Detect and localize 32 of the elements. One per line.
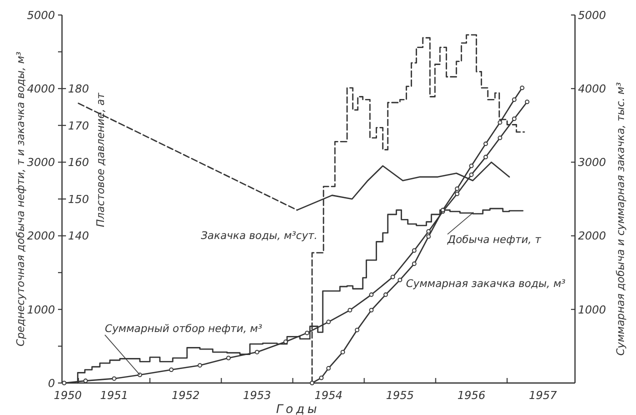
x-tick-label: 1957 xyxy=(528,389,557,402)
y-tick-label: 3000 xyxy=(27,156,55,170)
y-axis-title: Среднесуточная добыча нефти, т и закачка воды, м³ xyxy=(15,52,27,346)
x-tick-label: 1951 xyxy=(100,389,128,402)
y3-tick-label: 160 xyxy=(68,156,89,170)
x-tick-label: 1956 xyxy=(457,389,486,402)
y-tick-label: 1000 xyxy=(27,303,55,316)
x-tick-label: 1953 xyxy=(243,389,272,402)
annotation: Суммарная закачка воды, м³ xyxy=(406,278,566,290)
y2-tick-label: 2000 xyxy=(578,230,606,243)
annotation: Добыча нефти, т xyxy=(446,234,542,246)
y2-tick-label: 4000 xyxy=(578,82,606,96)
y2-axis-title: Суммарная добыча и суммарная закачка, тыс. м³ xyxy=(615,82,627,356)
y-tick-label: 5000 xyxy=(27,8,55,22)
y-tick-label: 4000 xyxy=(27,82,55,96)
x-tick-label: 1950 xyxy=(54,389,82,402)
x-tick-label: 1954 xyxy=(314,389,343,402)
x-tick-label: 1952 xyxy=(172,389,200,402)
y-tick-label: 2000 xyxy=(27,230,55,243)
y-tick-label: 0 xyxy=(48,376,55,390)
y3-tick-label: 180 xyxy=(68,82,89,96)
y2-tick-label: 1000 xyxy=(578,303,606,316)
annotation: Закачка воды, м³сут. xyxy=(200,230,318,242)
y2-tick-label: 5000 xyxy=(578,8,606,22)
y3-tick-label: 140 xyxy=(68,230,89,243)
annotation: Суммарный отбор нефти, м³ xyxy=(104,322,262,335)
x-axis-title: Годы xyxy=(276,402,320,415)
y3-axis-title: Пластовое давление, ат xyxy=(95,92,107,228)
x-tick-label: 1955 xyxy=(386,389,414,402)
y3-tick-label: 150 xyxy=(68,192,89,206)
y3-tick-label: 170 xyxy=(68,119,89,132)
y2-tick-label: 3000 xyxy=(578,156,606,170)
